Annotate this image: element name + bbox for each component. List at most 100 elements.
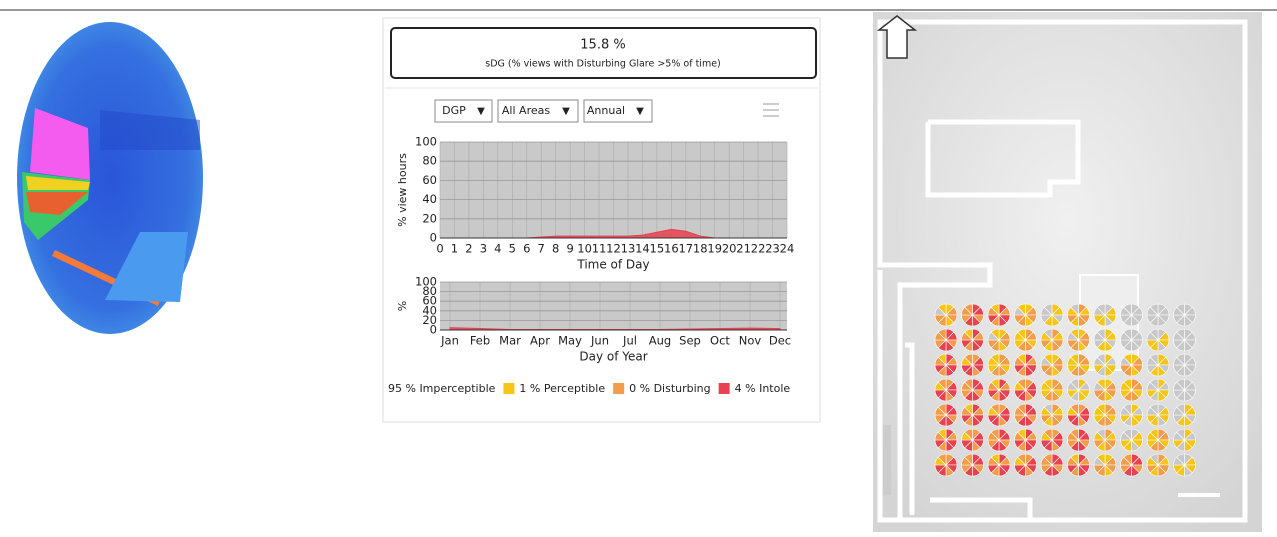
y-tick-label: 0: [430, 231, 437, 245]
legend-label: 4 % Intole: [735, 382, 791, 395]
x-tick-label: 15: [650, 242, 665, 256]
svg-text:▼: ▼: [562, 106, 570, 117]
x-tick-label: Mar: [499, 334, 521, 348]
glare-pie-wedge: [1123, 303, 1132, 316]
dropdown[interactable]: DGP ▼: [434, 99, 493, 123]
glare-pie-wedge: [964, 453, 973, 466]
x-tick-label: Feb: [470, 334, 490, 348]
glare-pie-wedge: [937, 378, 947, 391]
glare-pie-wedge: [1149, 453, 1159, 466]
legend-label: 0 % Disturbing: [629, 382, 711, 395]
glare-pie-wedge: [1043, 453, 1053, 466]
glare-pie-wedge: [1096, 303, 1106, 316]
glare-pie-wedge: [964, 328, 973, 341]
glare-pie-wedge: [1096, 453, 1106, 466]
svg-text:▼: ▼: [477, 106, 485, 117]
glare-pie-wedge: [990, 403, 1000, 416]
glare-pie-wedge: [1070, 403, 1079, 416]
x-tick-label: 0: [436, 242, 443, 256]
glare-pie-wedge: [1123, 378, 1132, 391]
legend-swatch: [718, 383, 730, 394]
glare-pie-wedge: [1043, 378, 1053, 391]
y-tick-label: 0: [430, 323, 437, 337]
y-tick-label: 20: [422, 313, 437, 327]
glare-pie-wedge: [1043, 403, 1053, 416]
glare-pie-wedge: [1070, 428, 1079, 441]
glare-pie-wedge: [1176, 353, 1185, 366]
glare-pie-wedge: [1149, 303, 1159, 316]
glare-pie-wedge: [1017, 328, 1026, 341]
charts: 0 1 2 3 4 5 6 7 8 9 10 11 12 13 14 15 16 17 18 19 20 21 22 23 24…: [396, 135, 794, 364]
summary-box: [390, 27, 817, 79]
x-tick-label: 10: [577, 242, 592, 256]
x-tick-label: 9: [566, 242, 573, 256]
glare-pie-wedge: [1070, 453, 1079, 466]
glare-pie-wedge: [990, 353, 1000, 366]
x-tick-label: 18: [693, 242, 708, 256]
glare-pie-wedge: [990, 453, 1000, 466]
glare-pie-wedge: [1176, 403, 1185, 416]
x-tick-label: 12: [606, 242, 621, 256]
dropdown-label[interactable]: Annual: [587, 104, 625, 117]
glare-pie-wedge: [990, 378, 1000, 391]
legend-label: 1 % Perceptible: [519, 382, 605, 395]
glare-pie-wedge: [1176, 303, 1185, 316]
legend-label: 95 % Imperceptible: [388, 382, 496, 395]
glare-pie-wedge: [1043, 303, 1053, 316]
x-tick-label: 23: [765, 242, 780, 256]
dropdown-label[interactable]: DGP: [442, 104, 466, 117]
x-tick-label: Sep: [679, 334, 701, 348]
x-tick-label: 21: [736, 242, 751, 256]
glare-pie-wedge: [1149, 328, 1159, 341]
glare-pie-wedge: [990, 328, 1000, 341]
menu-icon[interactable]: [763, 103, 779, 117]
x-axis-title: Time of Day: [576, 258, 649, 272]
glare-pie-wedge: [1176, 328, 1185, 341]
plot-background: [440, 282, 787, 330]
glare-pie-wedge: [937, 428, 947, 441]
floor-plan: [873, 12, 1262, 532]
glare-pie-wedge: [1123, 453, 1132, 466]
dropdown[interactable]: All Areas ▼: [497, 99, 579, 123]
glare-pie-wedge: [1017, 428, 1026, 441]
glare-pie-wedge: [1149, 378, 1159, 391]
summary-value: 15.8 %: [580, 38, 625, 53]
legend-swatch: [503, 383, 515, 394]
x-tick-label: 19: [707, 242, 722, 256]
glare-pie-wedge: [1070, 328, 1079, 341]
glare-pie-wedge: [1123, 328, 1132, 341]
glare-pie-wedge: [1070, 378, 1079, 391]
summary-label: sDG (% views with Disturbing Glare >5% o…: [485, 59, 721, 70]
glare-pie-wedge: [964, 403, 973, 416]
glare-pie-wedge: [937, 303, 947, 316]
dropdown-label[interactable]: All Areas: [502, 104, 550, 117]
glare-pie-wedge: [1043, 428, 1053, 441]
glare-pie-wedge: [1123, 428, 1132, 441]
glare-pie-wedge: [937, 403, 947, 416]
x-tick-label: Apr: [530, 334, 550, 348]
legend: 95 % Imperceptible 1 % Perceptible 0 % Dis…: [388, 382, 790, 395]
y-tick-label: 80: [422, 284, 437, 298]
glare-pie-wedge: [1017, 353, 1026, 366]
x-tick-label: 17: [678, 242, 693, 256]
dropdown[interactable]: Annual ▼: [583, 99, 653, 123]
glare-pie-wedge: [1176, 453, 1185, 466]
y-tick-label: 60: [422, 294, 437, 308]
x-tick-label: 4: [494, 242, 501, 256]
glare-pie-wedge: [1017, 453, 1026, 466]
legend-swatch: [613, 383, 625, 394]
x-tick-label: 2: [465, 242, 472, 256]
x-tick-label: 5: [509, 242, 516, 256]
x-tick-label: 7: [538, 242, 545, 256]
x-tick-label: 14: [635, 242, 650, 256]
glare-pie-wedge: [1149, 353, 1159, 366]
y-axis-title: %: [396, 301, 409, 311]
x-tick-label: 20: [722, 242, 737, 256]
glare-pie-wedge: [1043, 328, 1053, 341]
chart: 0 1 2 3 4 5 6 7 8 9 10 11 12 13 14 15 16 17 18 19 20 21 22 23 24…: [396, 135, 794, 272]
x-tick-label: 24: [780, 242, 795, 256]
y-tick-label: 100: [415, 275, 437, 289]
x-tick-label: Jun: [590, 334, 609, 348]
y-tick-label: 20: [422, 211, 437, 225]
y-tick-label: 60: [422, 173, 437, 187]
